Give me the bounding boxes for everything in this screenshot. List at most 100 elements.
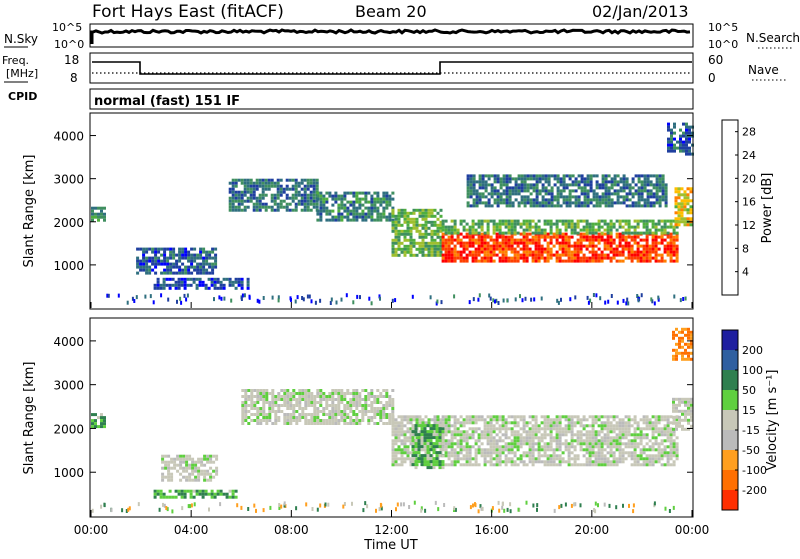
heatmap-cell: [466, 418, 469, 421]
heatmap-cell: [684, 208, 687, 211]
heatmap-cell: [340, 389, 343, 392]
heatmap-cell: [416, 227, 419, 230]
heatmap-cell: [562, 242, 565, 245]
heatmap-cell: [460, 439, 463, 442]
heatmap-cell: [434, 433, 437, 436]
heatmap-cell: [349, 192, 352, 195]
heatmap-cell: [343, 413, 346, 416]
heatmap-cell: [681, 352, 684, 355]
heatmap-cell: [619, 236, 622, 239]
heatmap-cell: [286, 197, 289, 200]
heatmap-cell: [518, 186, 521, 189]
heatmap-cell: [649, 245, 652, 248]
heatmap-cell: [637, 427, 640, 430]
heatmap-cell: [244, 392, 247, 395]
heatmap-cell: [175, 490, 178, 493]
heatmap-cell: [442, 254, 445, 257]
heatmap-cell: [178, 493, 181, 496]
heatmap-cell: [673, 295, 675, 299]
heatmap-cell: [148, 266, 151, 269]
heatmap-cell: [454, 460, 457, 463]
heatmap-cell: [413, 457, 416, 460]
heatmap-cell: [632, 509, 634, 513]
heatmap-cell: [658, 442, 661, 445]
heatmap-cell: [286, 419, 289, 422]
heatmap-cell: [487, 454, 490, 457]
heatmap-cell: [616, 254, 619, 257]
heatmap-cell: [319, 207, 322, 210]
heatmap-cell: [681, 428, 684, 431]
heatmap-cell: [172, 272, 175, 275]
heatmap-cell: [434, 248, 437, 251]
heatmap-cell: [179, 458, 182, 461]
heatmap-cell: [506, 180, 509, 183]
heatmap-cell: [484, 433, 487, 436]
heatmap-cell: [484, 424, 487, 427]
heatmap-cell: [215, 473, 218, 476]
heatmap-cell: [337, 395, 340, 398]
heatmap-cell: [587, 296, 589, 300]
heatmap-cell: [91, 425, 94, 428]
heatmap-cell: [587, 180, 590, 183]
heatmap-cell: [460, 233, 463, 236]
heatmap-cell: [419, 242, 422, 245]
heatmap-cell: [541, 421, 544, 424]
heatmap-cell: [685, 138, 688, 141]
heatmap-cell: [514, 239, 517, 242]
heatmap-cell: [654, 501, 656, 505]
heatmap-cell: [490, 220, 493, 223]
heatmap-cell: [412, 430, 415, 433]
heatmap-cell: [575, 195, 578, 198]
heatmap-cell: [684, 419, 687, 422]
heatmap-cell: [653, 204, 656, 207]
heatmap-cell: [436, 436, 439, 439]
heatmap-cell: [661, 442, 664, 445]
heatmap-cell: [154, 254, 157, 257]
heatmap-cell: [484, 220, 487, 223]
heatmap-cell: [649, 445, 652, 448]
heatmap-cell: [637, 248, 640, 251]
heatmap-cell: [655, 454, 658, 457]
heatmap-cell: [631, 451, 634, 454]
heatmap-cell: [604, 442, 607, 445]
heatmap-cell: [599, 296, 601, 300]
heatmap-cell: [523, 421, 526, 424]
heatmap-cell: [553, 421, 556, 424]
heatmap-cell: [331, 195, 334, 198]
noise-left-label: N.Sky: [4, 32, 38, 46]
heatmap-cell: [469, 460, 472, 463]
heatmap-cell: [442, 260, 445, 263]
heatmap-cell: [136, 266, 139, 269]
heatmap-cell: [244, 398, 247, 401]
heatmap-cell: [272, 296, 274, 300]
heatmap-cell: [262, 182, 265, 185]
heatmap-cell: [491, 189, 494, 192]
heatmap-cell: [346, 213, 349, 216]
heatmap-cell: [194, 479, 197, 482]
heatmap-cell: [553, 427, 556, 430]
heatmap-cell: [646, 257, 649, 260]
heatmap-cell: [498, 501, 500, 505]
heatmap-cell: [590, 201, 593, 204]
heatmap-cell: [482, 180, 485, 183]
heatmap-cell: [678, 346, 681, 349]
heatmap-cell: [553, 254, 556, 257]
heatmap-cell: [361, 192, 364, 195]
heatmap-cell: [548, 189, 551, 192]
heatmap-cell: [262, 410, 265, 413]
heatmap-cell: [451, 236, 454, 239]
heatmap-cell: [316, 188, 319, 191]
heatmap-cell: [428, 215, 431, 218]
heatmap-cell: [337, 404, 340, 407]
heatmap-cell: [526, 254, 529, 257]
heatmap-cell: [166, 284, 169, 287]
heatmap-cell: [560, 192, 563, 195]
heatmap-cell: [197, 473, 200, 476]
heatmap-cell: [451, 251, 454, 254]
heatmap-cell: [676, 232, 679, 235]
heatmap-cell: [574, 229, 577, 232]
heatmap-cell: [91, 413, 94, 416]
heatmap-cell: [313, 413, 316, 416]
heatmap-cell: [565, 442, 568, 445]
